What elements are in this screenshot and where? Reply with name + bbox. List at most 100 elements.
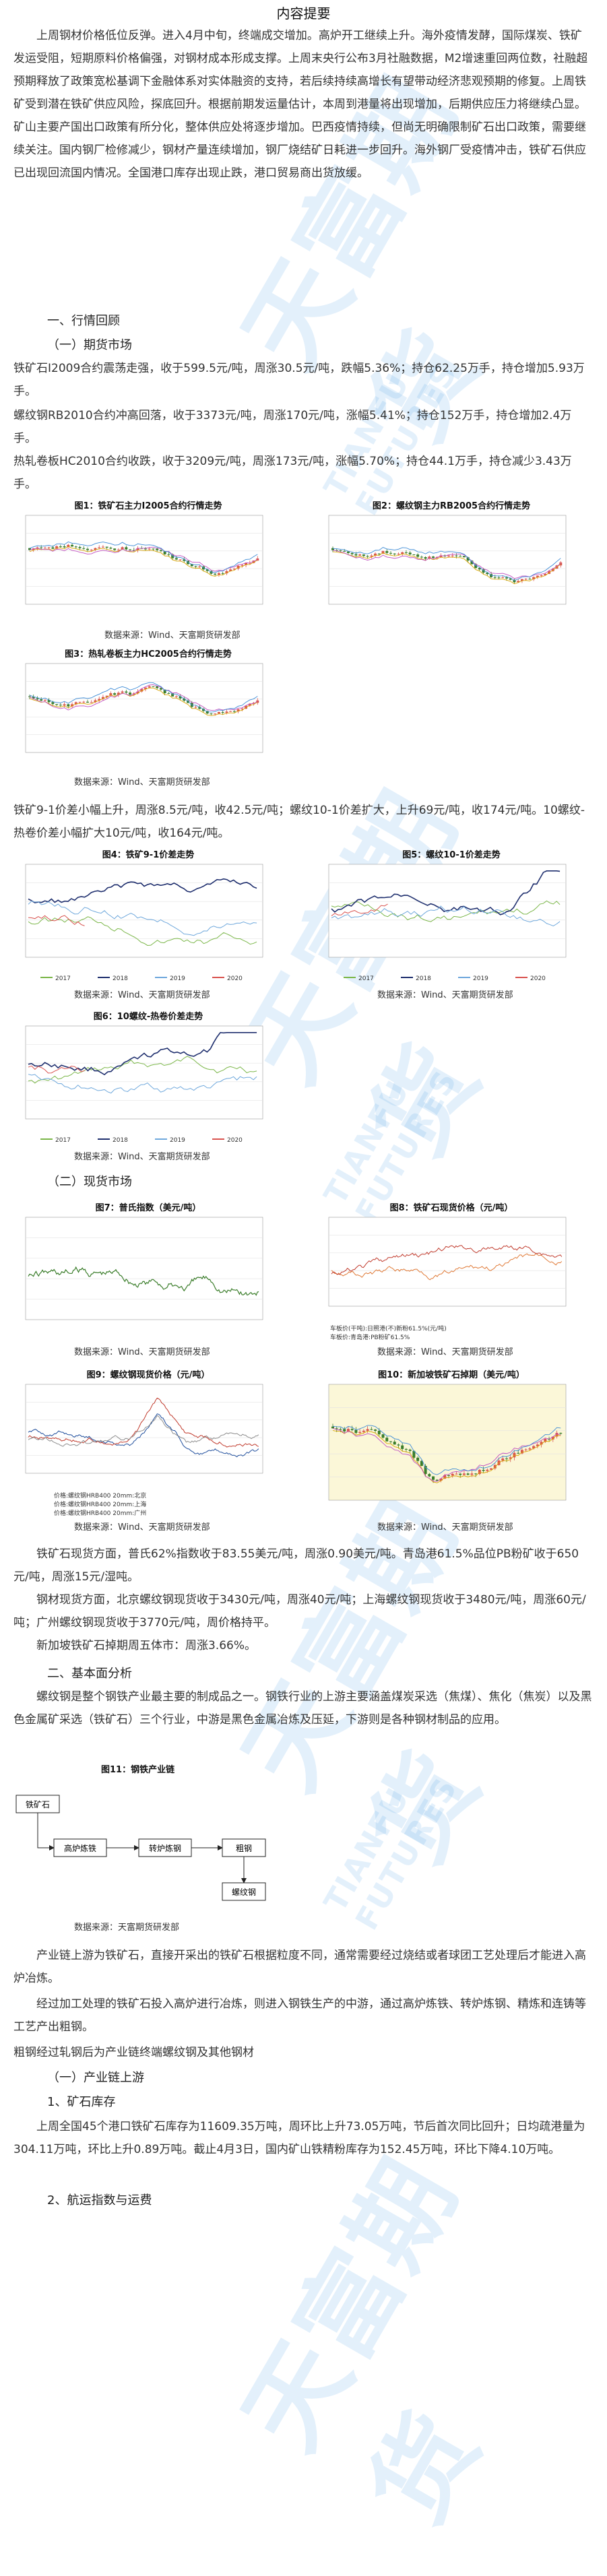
legend-label: 2018 [416,975,431,981]
candle-body [225,571,228,574]
candle-body [167,554,170,555]
legend-label: 2019 [170,1137,185,1143]
figure-11: 图11：钢铁产业链 铁矿石 高炉炼铁 转炉炼钢 粗钢 螺纹钢 [13,1762,350,1917]
candle-body [217,573,220,575]
candle-body [381,551,385,554]
year-series-line [28,1056,257,1084]
candle-body [67,704,70,707]
candle-body [490,1468,493,1470]
candle-body [536,1444,539,1446]
candle-body [374,553,377,556]
candle-body [232,711,236,712]
candle-body [159,688,162,690]
candle-body [51,702,55,705]
figure-3-kline-chart [25,663,263,753]
candle-body [362,554,365,556]
candle-body [121,547,124,550]
legend-label: 2020 [530,975,546,981]
figure-4-spread-chart: 2017 2018 2019 2020 [25,864,263,982]
candle-body [152,548,155,550]
candle-body [509,578,512,580]
candle-body [67,544,70,548]
candle-body [335,1428,338,1429]
plot-frame [25,515,263,605]
candle-body [136,548,139,550]
moving-average-line [29,546,258,577]
legend-label: 2019 [473,975,488,981]
candle-body [385,1438,389,1442]
candle-body [152,686,155,687]
figure-3-caption: 图3：热轧卷板主力HC2005合约行情走势 [65,649,232,659]
candle-body [335,550,338,551]
figure-5-spread-chart: 2017 2018 2019 2020 [328,864,567,982]
candle-body [229,569,232,571]
figure-8: 图8：铁矿石现货价格（元/吨） 车板价(干吨):日照港(不)新粉61.5%(元/… [317,1200,586,1341]
candle-body [63,546,66,548]
candle-body [252,560,255,563]
inventory-paragraph: 上周全国45个港口铁矿石库存为11609.35万吨，周环比上升73.05万吨，节… [13,2120,585,2156]
plot-frame [25,1025,263,1120]
candle-body [482,1469,485,1471]
moving-average-line [332,551,561,585]
candle-body [420,556,423,558]
candle-body [451,1473,454,1476]
candle-body [148,548,151,550]
figure-9: 图9：螺纹钢现货价格（元/吨） 价格:螺纹钢HRB400 20mm:北京 价格:… [13,1367,283,1517]
candle-body [393,1442,396,1445]
candle-body [517,1452,520,1454]
figure-9-caption: 图9：螺纹钢现货价格（元/吨） [86,1370,210,1380]
candle-body [551,569,554,571]
figure-11-source: 数据来源：天富期货研发部 [74,1923,180,1933]
flow-ore: 铁矿石 [26,1800,50,1809]
figure-2: 图2：螺纹钢主力RB2005合约行情走势 [317,498,586,620]
candle-body [214,573,217,575]
candle-body [540,575,543,577]
plot-frame [25,1384,263,1474]
candle-body [40,699,43,701]
candle-body [245,562,248,565]
candle-body [350,552,354,554]
rebar-price-line [28,1415,259,1447]
candle-body [520,1450,523,1454]
candle-body [163,689,166,693]
hc-futures-paragraph: 热轧卷板HC2010合约收跌，收于3209元/吨，周涨173元/吨，涨幅5.70… [13,455,572,491]
candle-body [187,701,190,703]
year-series-line [28,1032,257,1076]
candle-body [505,1458,508,1460]
figure-9-legend-3: 价格:螺纹钢HRB400 20mm:广州 [54,1510,147,1517]
candle-body [528,1448,532,1450]
candle-body [144,548,147,550]
candle-body [217,711,220,714]
candle-body [210,571,213,574]
candle-body [343,1429,346,1431]
candle-body [225,711,228,713]
figure-11-caption: 图11：钢铁产业链 [101,1765,175,1775]
legend-label: 2017 [358,975,374,981]
moving-average-line [332,1425,561,1475]
candle-body [517,581,520,583]
candle-body [389,552,392,554]
candle-body [55,704,59,705]
figure-6: 图6：10螺纹-热卷价差走势 2017 2018 2019 2020 [13,1009,283,1144]
section-1-heading: 一、行情回顾 [47,314,120,328]
candle-body [229,711,232,712]
candle-body [544,573,547,576]
candle-body [443,1475,447,1479]
candle-body [109,693,113,696]
figure-5-source: 数据来源：Wind、天富期货研发部 [377,990,513,1000]
candle-body [183,698,186,701]
candle-body [424,557,427,559]
sgx-paragraph: 新加坡铁矿石掉期周五体市：周涨3.66%。 [36,1639,257,1652]
doc-title: 内容提要 [276,5,331,22]
candle-body [339,550,342,552]
candle-body [470,1473,474,1475]
candle-body [536,575,539,577]
candle-body [551,1436,554,1440]
candle-body [221,573,224,574]
legend-label: 2018 [113,975,128,981]
candle-body [98,699,101,701]
candle-body [101,697,104,699]
section-2-1-heading: （一）产业链上游 [47,2071,144,2085]
candle-body [202,709,205,711]
candle-body [156,686,159,688]
